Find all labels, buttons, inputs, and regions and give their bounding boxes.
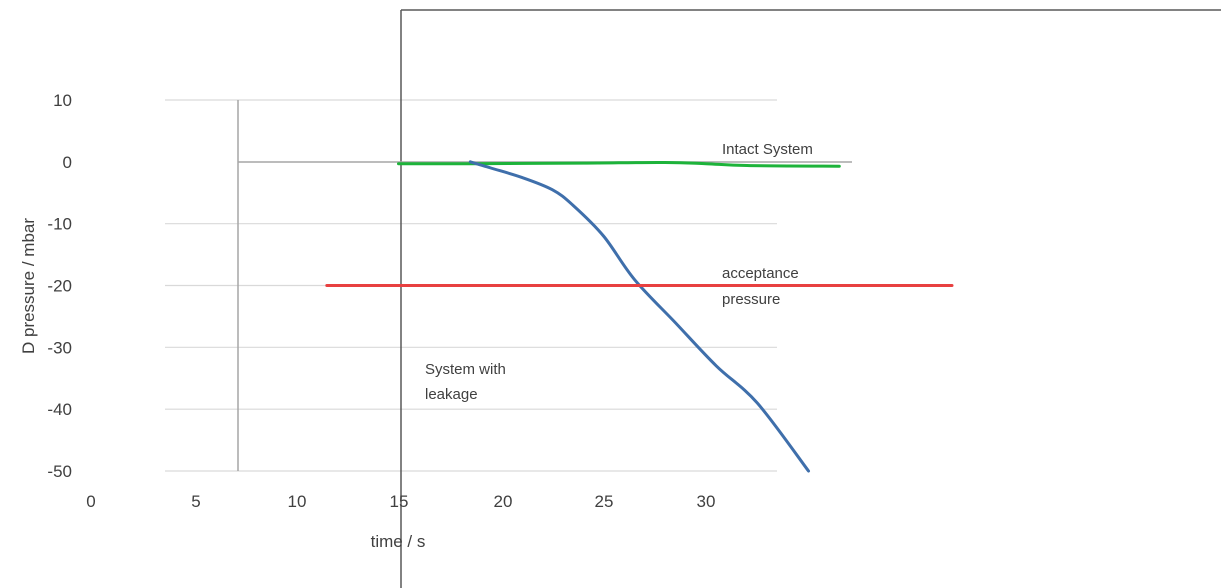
x-tick-labels: 0 5 10 15 20 25 30	[86, 492, 715, 511]
series-line-intact-system	[397, 160, 841, 168]
annotation-acceptance-line2: pressure	[722, 291, 780, 308]
series-lines	[325, 160, 954, 473]
x-tick-label: 25	[595, 492, 614, 511]
series-line-system-with-leakage	[468, 160, 810, 473]
x-tick-label: 10	[288, 492, 307, 511]
y-axis-label: D pressure / mbar	[19, 218, 38, 354]
y-tick-label: 0	[63, 153, 72, 172]
y-tick-label: -50	[47, 462, 72, 481]
x-tick-label: 0	[86, 492, 95, 511]
annotation-acceptance-line1: acceptance	[722, 265, 799, 282]
y-tick-label: -40	[47, 400, 72, 419]
annotation-leakage-line1: System with	[425, 361, 506, 378]
x-axis-label: time / s	[371, 532, 426, 551]
x-tick-label: 20	[494, 492, 513, 511]
x-tick-label: 30	[697, 492, 716, 511]
y-tick-labels: 10 0 -10 -20 -30 -40 -50	[47, 91, 72, 481]
annotation-leakage-line2: leakage	[425, 386, 478, 403]
annotation-intact-system: Intact System	[722, 141, 813, 158]
y-tick-label: -30	[47, 338, 72, 357]
x-tick-label: 5	[191, 492, 200, 511]
x-tick-label: 15	[390, 492, 409, 511]
y-tick-label: -10	[47, 215, 72, 234]
y-tick-label: 10	[53, 91, 72, 110]
y-tick-label: -20	[47, 277, 72, 296]
